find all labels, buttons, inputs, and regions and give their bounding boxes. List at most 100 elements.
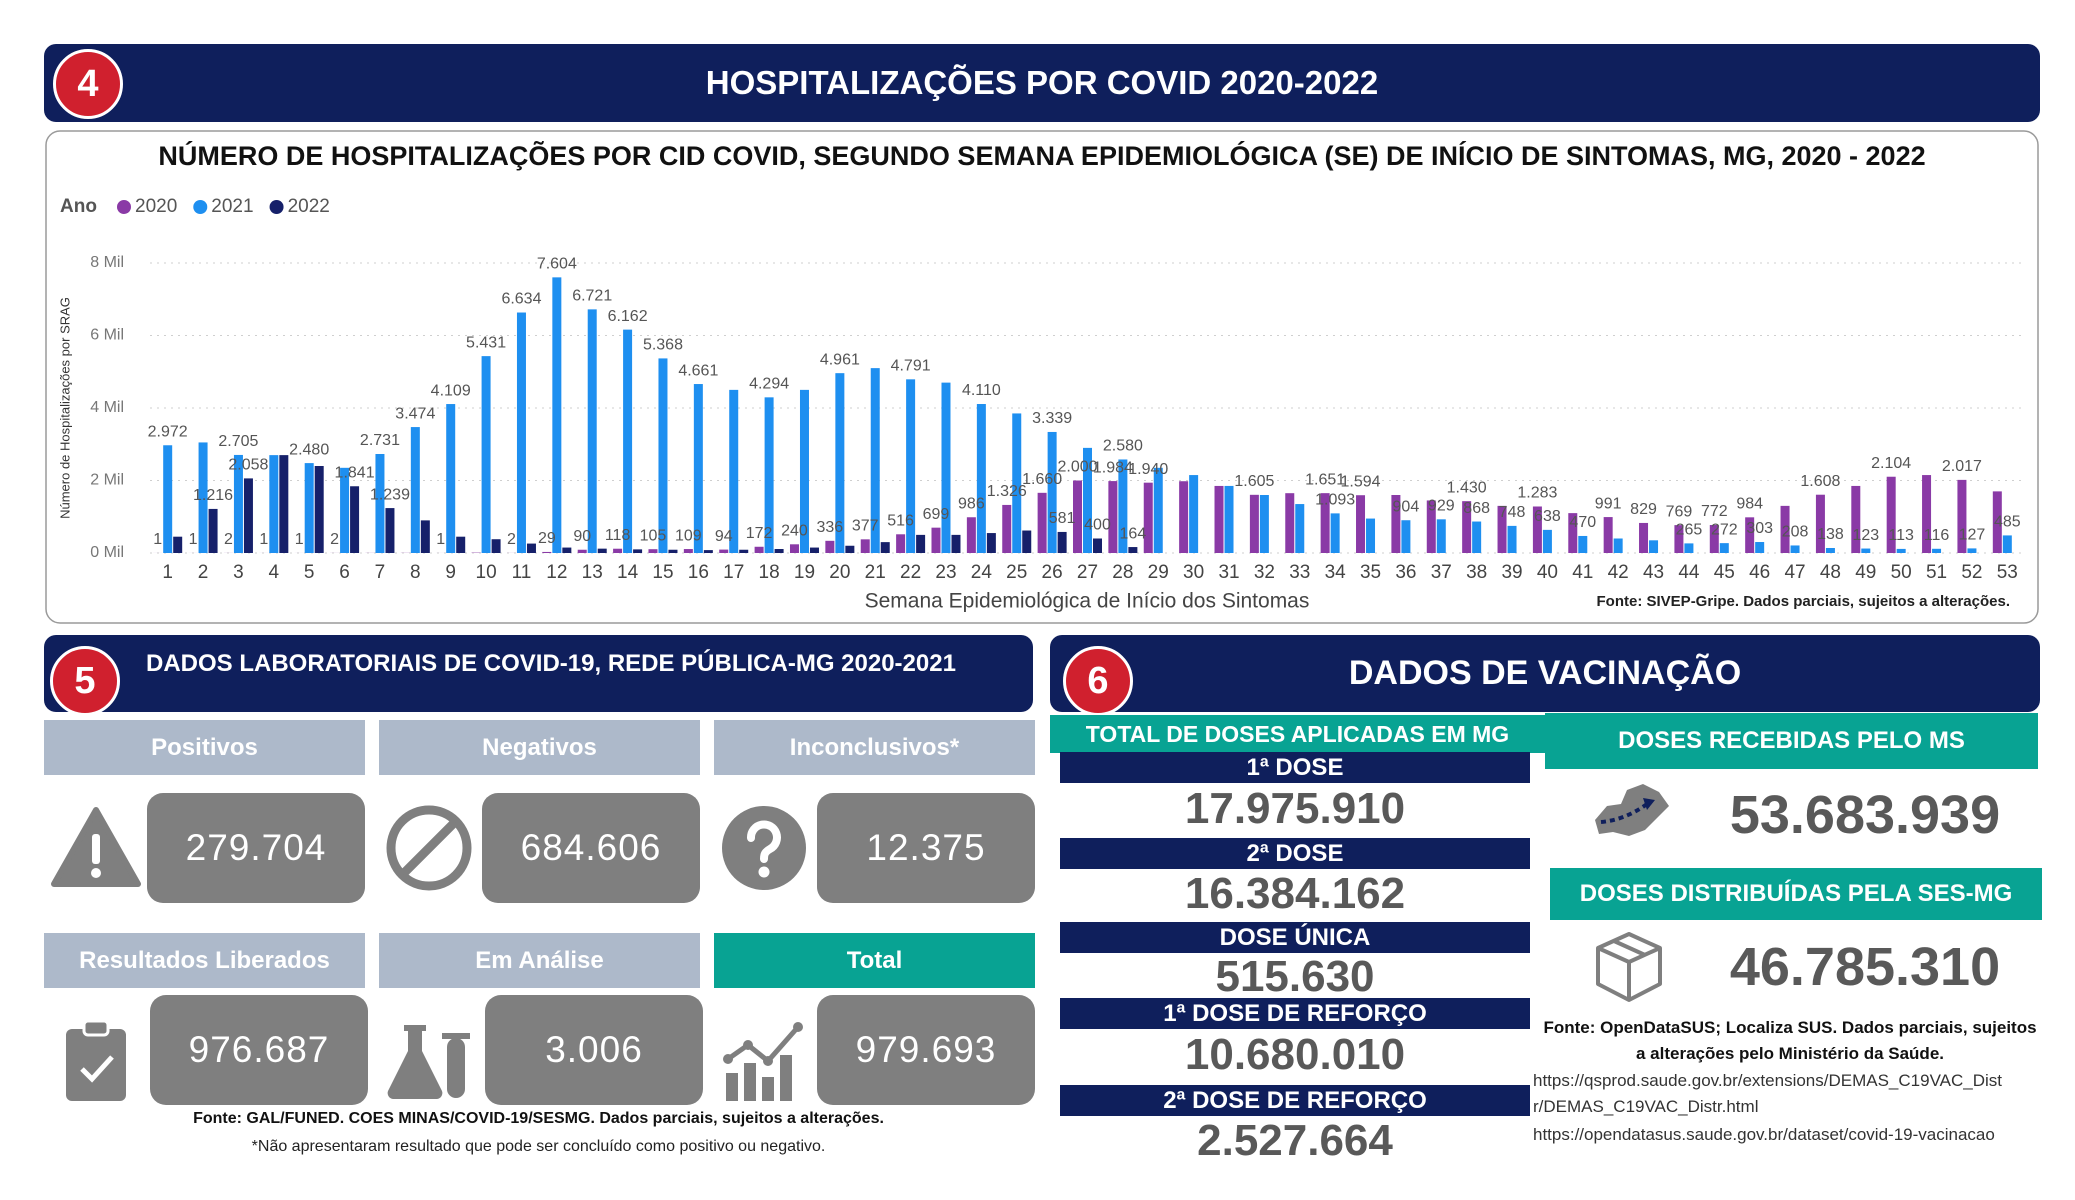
dose-label: 1ª DOSE DE REFORÇO — [1060, 998, 1530, 1029]
y-tick-label: 6 Mil — [90, 327, 124, 344]
bar — [456, 536, 466, 553]
y-tick-label: 8 Mil — [90, 254, 124, 271]
value-label: 164 — [1120, 525, 1147, 542]
card-value: 12.375 — [817, 793, 1035, 903]
bar — [481, 356, 491, 553]
value-label: 5.368 — [643, 337, 683, 354]
x-tick-label: 8 — [410, 562, 421, 583]
value-label: 4.661 — [678, 362, 718, 379]
card-value: 684.606 — [482, 793, 700, 903]
dose-value: 17.975.910 — [1184, 784, 1406, 833]
value-label: 113 — [1888, 527, 1914, 544]
bar — [1002, 504, 1012, 553]
bar — [1815, 494, 1825, 553]
bar — [916, 534, 926, 553]
bar — [2002, 535, 2012, 553]
x-tick-label: 30 — [1183, 562, 1204, 583]
lab-note: *Não apresentaram resultado que pode ser… — [251, 1138, 826, 1155]
section-number: 5 — [50, 646, 120, 716]
value-label: 1 — [259, 531, 268, 548]
bar — [385, 508, 395, 553]
source-link[interactable]: https://opendatasus.saude.gov.br/dataset… — [1533, 1125, 1995, 1144]
bar — [279, 455, 289, 553]
value-label: 208 — [1782, 524, 1809, 541]
y-tick-label: 4 Mil — [90, 399, 124, 416]
x-tick-label: 39 — [1501, 562, 1522, 583]
bar — [1532, 506, 1542, 553]
value-label: 400 — [1084, 517, 1111, 534]
bar — [1224, 485, 1234, 553]
bar — [1436, 519, 1446, 553]
bar — [941, 382, 951, 553]
x-tick-label: 17 — [723, 562, 744, 583]
x-tick-label: 35 — [1360, 562, 1381, 583]
bar — [1851, 485, 1861, 553]
bar — [562, 547, 572, 553]
x-tick-label: 6 — [339, 562, 350, 583]
bar — [1108, 481, 1118, 553]
source-link[interactable]: https://qsprod.saude.gov.br/extensions/D… — [1533, 1071, 2002, 1116]
x-tick-label: 41 — [1572, 562, 1593, 583]
value-label: 127 — [1959, 527, 1986, 544]
bar — [1957, 479, 1967, 553]
x-tick-label: 27 — [1077, 562, 1098, 583]
y-axis-title: Número de Hospitalizações por SRAG — [57, 297, 72, 519]
section-header — [1050, 635, 2040, 712]
bar — [173, 536, 183, 553]
x-tick-label: 19 — [794, 562, 815, 583]
section-number: 4 — [53, 49, 123, 119]
x-tick-label: 25 — [1006, 562, 1027, 583]
value-label: 1.984 — [1093, 459, 1133, 476]
bar — [446, 404, 456, 553]
bar — [1639, 522, 1649, 553]
value-label: 5.431 — [466, 334, 506, 351]
bar — [1932, 548, 1942, 553]
distributed-header: DOSES DISTRIBUÍDAS PELA SES-MG — [1550, 868, 2042, 920]
value-label: 377 — [852, 518, 879, 535]
card-value: 279.704 — [147, 793, 365, 903]
bar — [1886, 476, 1896, 553]
value-label: 1.430 — [1447, 479, 1487, 496]
x-tick-label: 12 — [546, 562, 567, 583]
bar — [410, 427, 420, 553]
bar — [526, 543, 536, 553]
bar — [906, 379, 916, 553]
value-label: 336 — [817, 519, 844, 536]
bar — [552, 277, 562, 553]
card-header: Resultados Liberados — [44, 933, 365, 988]
x-tick-label: 46 — [1749, 562, 1770, 583]
x-tick-label: 16 — [688, 562, 709, 583]
bar — [1073, 480, 1082, 553]
bar — [693, 384, 703, 553]
y-tick-label: 0 Mil — [90, 544, 124, 561]
bar — [233, 454, 243, 553]
value-label: 6.721 — [572, 288, 612, 305]
chart-title: NÚMERO DE HOSPITALIZAÇÕES POR CID COVID,… — [158, 140, 1925, 171]
legend-label: 2021 — [211, 196, 253, 217]
bar — [1896, 548, 1906, 553]
x-tick-label: 28 — [1112, 562, 1133, 583]
value-label: 2.580 — [1103, 438, 1143, 455]
bar — [648, 549, 658, 553]
x-tick-label: 37 — [1431, 562, 1452, 583]
bar — [1603, 517, 1613, 553]
bar — [809, 547, 819, 553]
bar — [896, 534, 906, 553]
x-tick-label: 50 — [1891, 562, 1912, 583]
growth-icon — [723, 1022, 803, 1101]
dose-label: 2ª DOSE — [1060, 838, 1530, 869]
x-tick-label: 10 — [476, 562, 497, 583]
bar — [683, 549, 693, 553]
x-tick-label: 52 — [1961, 562, 1982, 583]
bar — [668, 549, 678, 553]
bar — [208, 508, 218, 553]
value-label: 904 — [1393, 498, 1420, 515]
bar — [1497, 505, 1507, 553]
x-tick-label: 43 — [1643, 562, 1664, 583]
bar — [1719, 543, 1729, 553]
bar — [1613, 538, 1623, 553]
legend-title: Ano — [60, 196, 97, 217]
value-label: 3.474 — [395, 405, 435, 422]
bar — [754, 546, 764, 553]
value-label: 109 — [675, 527, 702, 544]
